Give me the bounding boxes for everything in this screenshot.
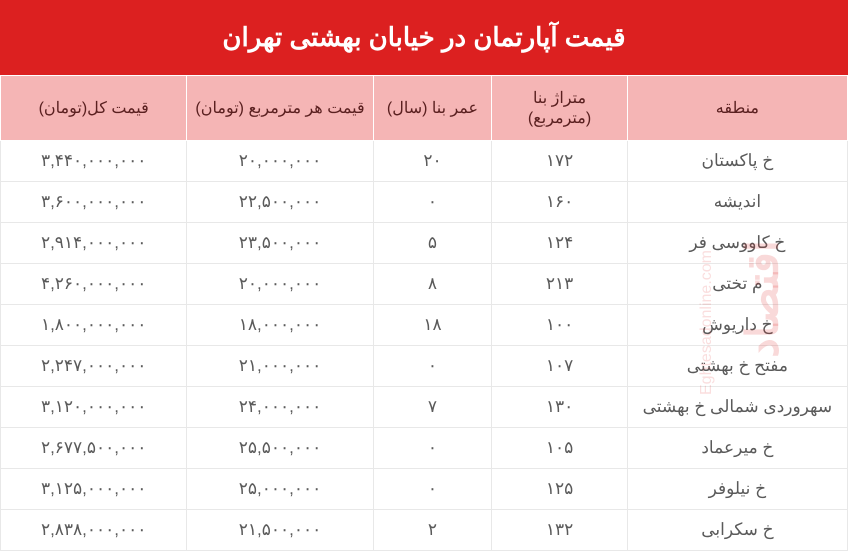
cell-area: ۱۳۰ xyxy=(492,387,628,428)
cell-area: ۱۰۷ xyxy=(492,346,628,387)
cell-region: م تختی xyxy=(627,264,847,305)
cell-area: ۱۲۵ xyxy=(492,469,628,510)
cell-total: ۳,۶۰۰,۰۰۰,۰۰۰ xyxy=(1,182,187,223)
price-table: منطقه متراژ بنا (مترمربع) عمر بنا (سال) … xyxy=(0,75,848,551)
cell-area: ۱۰۵ xyxy=(492,428,628,469)
cell-ppm: ۲۴,۰۰۰,۰۰۰ xyxy=(187,387,373,428)
cell-ppm: ۲۵,۵۰۰,۰۰۰ xyxy=(187,428,373,469)
table-row: خ سکرابی۱۳۲۲۲۱,۵۰۰,۰۰۰۲,۸۳۸,۰۰۰,۰۰۰ xyxy=(1,510,848,551)
cell-area: ۱۲۴ xyxy=(492,223,628,264)
cell-age: ۰ xyxy=(373,346,492,387)
cell-total: ۴,۲۶۰,۰۰۰,۰۰۰ xyxy=(1,264,187,305)
cell-age: ۲ xyxy=(373,510,492,551)
table-container: قیمت آپارتمان در خیابان بهشتی تهران منطق… xyxy=(0,0,848,514)
cell-ppm: ۲۰,۰۰۰,۰۰۰ xyxy=(187,264,373,305)
cell-age: ۱۸ xyxy=(373,305,492,346)
cell-ppm: ۲۱,۵۰۰,۰۰۰ xyxy=(187,510,373,551)
cell-age: ۰ xyxy=(373,182,492,223)
cell-area: ۱۳۲ xyxy=(492,510,628,551)
cell-total: ۲,۸۳۸,۰۰۰,۰۰۰ xyxy=(1,510,187,551)
cell-region: اندیشه xyxy=(627,182,847,223)
cell-region: سهروردی شمالی خ بهشتی xyxy=(627,387,847,428)
col-header-age: عمر بنا (سال) xyxy=(373,76,492,141)
cell-age: ۸ xyxy=(373,264,492,305)
cell-age: ۷ xyxy=(373,387,492,428)
table-row: خ پاکستان۱۷۲۲۰۲۰,۰۰۰,۰۰۰۳,۴۴۰,۰۰۰,۰۰۰ xyxy=(1,141,848,182)
cell-region: خ نیلوفر xyxy=(627,469,847,510)
table-body: خ پاکستان۱۷۲۲۰۲۰,۰۰۰,۰۰۰۳,۴۴۰,۰۰۰,۰۰۰اند… xyxy=(1,141,848,551)
cell-total: ۲,۹۱۴,۰۰۰,۰۰۰ xyxy=(1,223,187,264)
cell-age: ۵ xyxy=(373,223,492,264)
cell-ppm: ۱۸,۰۰۰,۰۰۰ xyxy=(187,305,373,346)
col-header-area: متراژ بنا (مترمربع) xyxy=(492,76,628,141)
cell-ppm: ۲۳,۵۰۰,۰۰۰ xyxy=(187,223,373,264)
page-title: قیمت آپارتمان در خیابان بهشتی تهران xyxy=(0,0,848,75)
table-row: اندیشه۱۶۰۰۲۲,۵۰۰,۰۰۰۳,۶۰۰,۰۰۰,۰۰۰ xyxy=(1,182,848,223)
cell-region: خ پاکستان xyxy=(627,141,847,182)
cell-age: ۰ xyxy=(373,469,492,510)
col-header-region: منطقه xyxy=(627,76,847,141)
cell-total: ۳,۱۲۵,۰۰۰,۰۰۰ xyxy=(1,469,187,510)
col-header-total: قیمت کل(تومان) xyxy=(1,76,187,141)
table-row: خ کاووسی فر۱۲۴۵۲۳,۵۰۰,۰۰۰۲,۹۱۴,۰۰۰,۰۰۰ xyxy=(1,223,848,264)
cell-total: ۳,۱۲۰,۰۰۰,۰۰۰ xyxy=(1,387,187,428)
cell-age: ۰ xyxy=(373,428,492,469)
cell-total: ۳,۴۴۰,۰۰۰,۰۰۰ xyxy=(1,141,187,182)
cell-region: خ داریوش xyxy=(627,305,847,346)
cell-total: ۲,۶۷۷,۵۰۰,۰۰۰ xyxy=(1,428,187,469)
cell-area: ۱۰۰ xyxy=(492,305,628,346)
cell-ppm: ۲۲,۵۰۰,۰۰۰ xyxy=(187,182,373,223)
cell-total: ۱,۸۰۰,۰۰۰,۰۰۰ xyxy=(1,305,187,346)
table-row: سهروردی شمالی خ بهشتی۱۳۰۷۲۴,۰۰۰,۰۰۰۳,۱۲۰… xyxy=(1,387,848,428)
table-row: خ داریوش۱۰۰۱۸۱۸,۰۰۰,۰۰۰۱,۸۰۰,۰۰۰,۰۰۰ xyxy=(1,305,848,346)
cell-age: ۲۰ xyxy=(373,141,492,182)
cell-region: خ کاووسی فر xyxy=(627,223,847,264)
cell-area: ۲۱۳ xyxy=(492,264,628,305)
table-row: م تختی۲۱۳۸۲۰,۰۰۰,۰۰۰۴,۲۶۰,۰۰۰,۰۰۰ xyxy=(1,264,848,305)
cell-region: مفتح خ بهشتی xyxy=(627,346,847,387)
col-header-ppm: قیمت هر مترمربع (تومان) xyxy=(187,76,373,141)
table-row: خ نیلوفر۱۲۵۰۲۵,۰۰۰,۰۰۰۳,۱۲۵,۰۰۰,۰۰۰ xyxy=(1,469,848,510)
cell-area: ۱۷۲ xyxy=(492,141,628,182)
cell-total: ۲,۲۴۷,۰۰۰,۰۰۰ xyxy=(1,346,187,387)
table-row: مفتح خ بهشتی۱۰۷۰۲۱,۰۰۰,۰۰۰۲,۲۴۷,۰۰۰,۰۰۰ xyxy=(1,346,848,387)
cell-region: خ میرعماد xyxy=(627,428,847,469)
cell-region: خ سکرابی xyxy=(627,510,847,551)
table-header: منطقه متراژ بنا (مترمربع) عمر بنا (سال) … xyxy=(1,76,848,141)
cell-ppm: ۲۰,۰۰۰,۰۰۰ xyxy=(187,141,373,182)
cell-ppm: ۲۱,۰۰۰,۰۰۰ xyxy=(187,346,373,387)
table-row: خ میرعماد۱۰۵۰۲۵,۵۰۰,۰۰۰۲,۶۷۷,۵۰۰,۰۰۰ xyxy=(1,428,848,469)
cell-area: ۱۶۰ xyxy=(492,182,628,223)
cell-ppm: ۲۵,۰۰۰,۰۰۰ xyxy=(187,469,373,510)
